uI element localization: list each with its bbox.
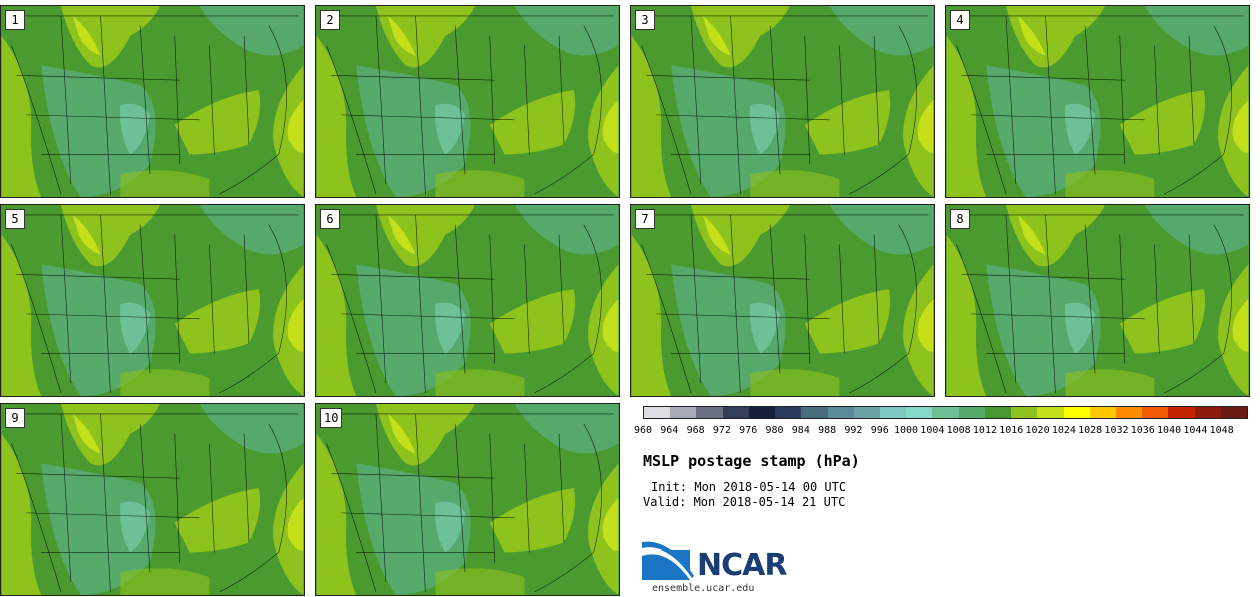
mslp-map [1,205,304,396]
member-label: 8 [950,209,970,229]
colorbar-tick-label: 1020 [1025,425,1050,436]
colorbar-tick-labels: 960 964 968 972 976 980 984 988 992 996 1000 1004 10… [632,425,1252,439]
colorbar-tick-label: 1008 [946,425,971,436]
mslp-map [316,205,619,396]
member-map-2: 2 [315,5,620,198]
colorbar-tick-label: 964 [660,425,679,436]
member-label: 10 [320,408,343,428]
colorbar-segment [827,407,854,418]
colorbar-segment [1194,407,1221,418]
colorbar-tick-label: 996 [870,425,889,436]
colorbar-segment [670,407,697,418]
init-time: Init: Mon 2018-05-14 00 UTC [651,480,847,494]
colorbar-segment [1220,407,1248,418]
colorbar-tick-label: 972 [712,425,731,436]
colorbar-segment [958,407,985,418]
colorbar-tick-label: 1004 [920,425,945,436]
member-map-9: 9 [0,403,305,596]
member-map-3: 3 [630,5,935,198]
colorbar-segment [696,407,723,418]
colorbar-segment [1089,407,1116,418]
colorbar-tick-label: 1048 [1209,425,1234,436]
colorbar-segment [722,407,749,418]
chart-title: MSLP postage stamp (hPa) [643,452,860,470]
member-label: 4 [950,10,970,30]
member-label: 2 [320,10,340,30]
colorbar-tick-label: 960 [633,425,653,436]
colorbar-tick-label: 1036 [1130,425,1155,436]
colorbar-tick-label: 992 [844,425,863,436]
ensemble-url: ensemble.ucar.edu [652,583,755,594]
colorbar-tick-label: 968 [686,425,705,436]
mslp-map [316,404,619,595]
mslp-map [631,6,934,197]
member-label: 6 [320,209,340,229]
member-map-5: 5 [0,204,305,397]
colorbar-segment [748,407,776,418]
colorbar-tick-label: 1044 [1183,425,1208,436]
ncar-logo-icon [642,541,694,580]
member-map-4: 4 [945,5,1250,198]
mslp-map [946,6,1249,197]
mslp-map [1,404,304,595]
colorbar-segment [906,407,933,418]
colorbar-tick-label: 1028 [1078,425,1103,436]
colorbar-segment [775,407,802,418]
colorbar-segment [801,407,828,418]
colorbar-tick-label: 980 [765,425,784,436]
colorbar-segment [1063,407,1090,418]
member-label: 3 [635,10,655,30]
colorbar-tick-label: 1032 [1104,425,1129,436]
colorbar-tick-label: 1000 [893,425,919,436]
member-map-8: 8 [945,204,1250,397]
member-map-7: 7 [630,204,935,397]
member-label: 5 [5,209,25,229]
colorbar-segment [853,407,880,418]
colorbar-tick-label: 1012 [972,425,997,436]
colorbar-segment [879,407,907,418]
colorbar-segment [1037,407,1064,418]
valid-time: Valid: Mon 2018-05-14 21 UTC [643,495,846,509]
mslp-map [946,205,1249,396]
colorbar-segment [984,407,1012,418]
colorbar [643,406,1248,419]
member-label: 9 [5,408,25,428]
member-map-1: 1 [0,5,305,198]
member-map-10: 10 [315,403,620,596]
colorbar-segment [1142,407,1169,418]
member-label: 7 [635,209,655,229]
colorbar-segment [932,407,959,418]
colorbar-tick-label: 1040 [1157,425,1182,436]
colorbar-tick-label: 988 [818,425,837,436]
colorbar-tick-label: 1016 [999,425,1024,436]
member-label: 1 [5,10,25,30]
colorbar-tick-label: 976 [739,425,758,436]
colorbar-segment [1168,407,1195,418]
colorbar-tick-label: 1024 [1051,425,1076,436]
mslp-map [1,6,304,197]
colorbar-segment [1115,407,1143,418]
colorbar-segment [1011,407,1038,418]
ncar-logo-text: NCAR [697,548,787,583]
colorbar-segment [644,407,671,418]
colorbar-tick-label: 984 [791,425,810,436]
mslp-map [631,205,934,396]
mslp-map [316,6,619,197]
member-map-6: 6 [315,204,620,397]
